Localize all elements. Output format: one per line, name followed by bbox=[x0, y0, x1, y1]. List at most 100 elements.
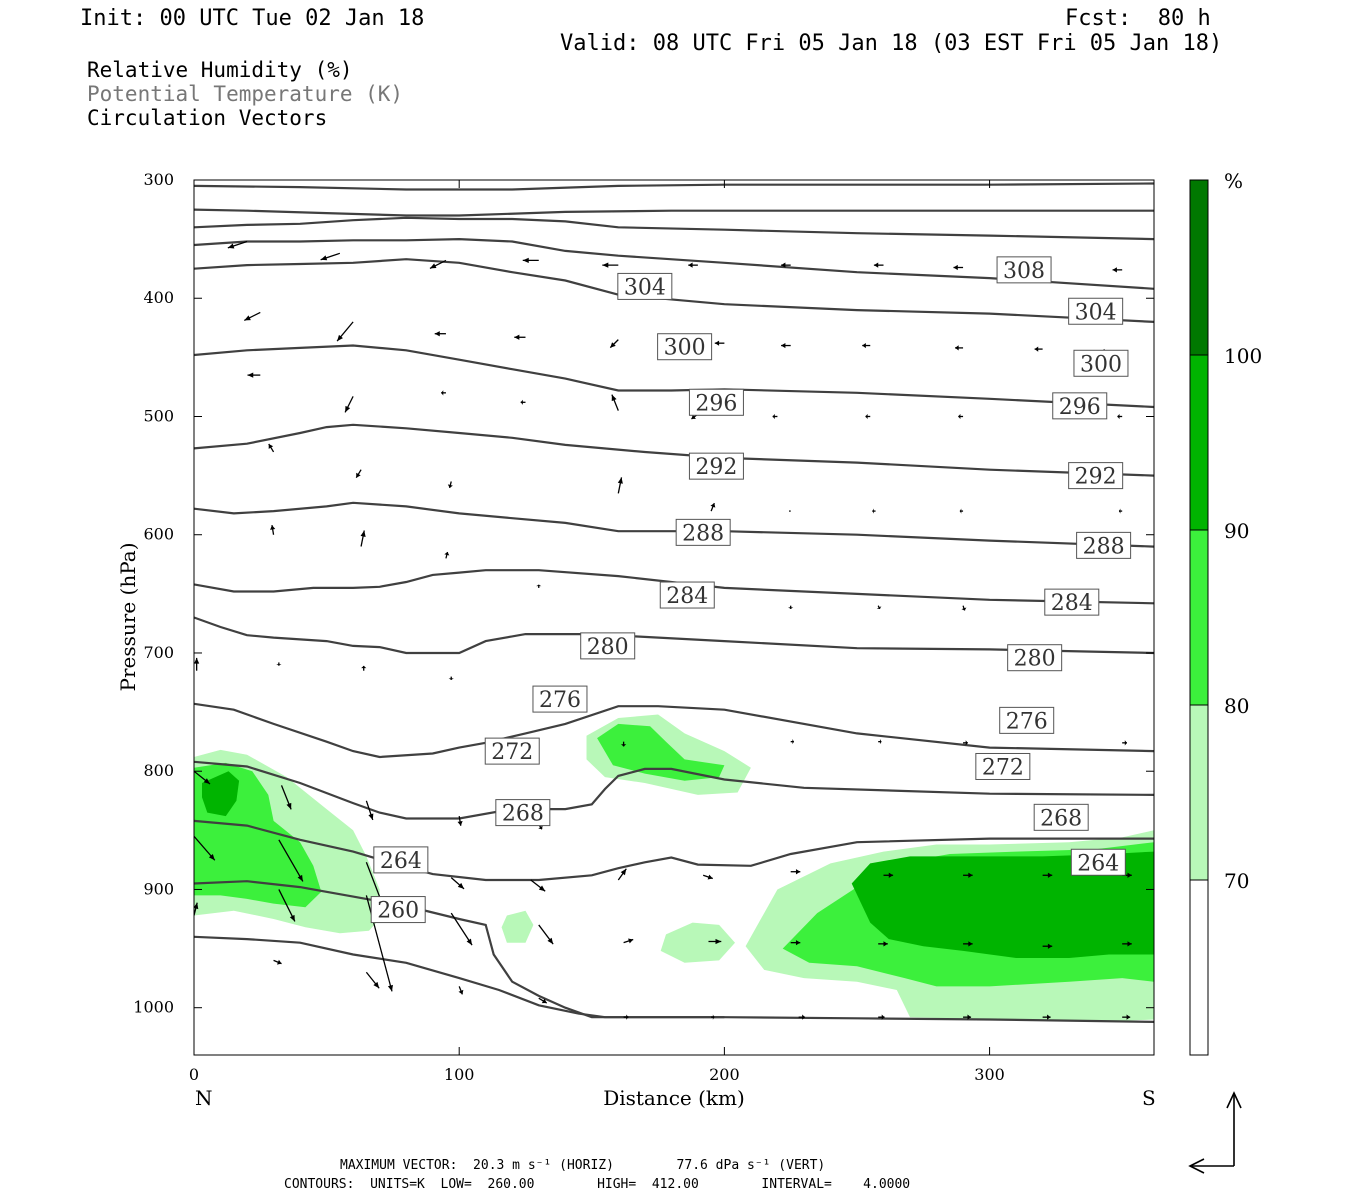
vector-arrow-40 bbox=[270, 525, 276, 535]
theta-label-296-6: 296 bbox=[1052, 392, 1108, 420]
y-tick-label-900: 900 bbox=[143, 879, 174, 898]
theta-contour-312 bbox=[194, 208, 1154, 217]
vector-arrow-57 bbox=[1122, 740, 1127, 746]
svg-text:292: 292 bbox=[695, 455, 737, 480]
vector-arrow-70 bbox=[790, 869, 801, 875]
theta-label-308-0: 308 bbox=[996, 256, 1052, 284]
legend-potential-temperature: Potential Temperature (K) bbox=[87, 82, 404, 106]
footer-contours: CONTOURS: UNITS=K LOW= 260.00 HIGH= 412.… bbox=[284, 1177, 911, 1192]
vector-arrow-7 bbox=[873, 262, 884, 268]
vector-arrow-32 bbox=[355, 469, 362, 479]
vector-arrow-31 bbox=[268, 443, 275, 453]
theta-label-264-21: 264 bbox=[373, 846, 429, 874]
vector-arrow-56 bbox=[963, 740, 968, 746]
y-tick-label-600: 600 bbox=[143, 525, 174, 544]
vector-arrow-38 bbox=[959, 508, 964, 514]
vector-arrow-77 bbox=[365, 895, 393, 992]
vector-arrow-23 bbox=[441, 390, 446, 396]
vector-arrow-19 bbox=[1034, 346, 1043, 352]
vector-arrow-21 bbox=[247, 372, 261, 378]
vector-arrow-50 bbox=[361, 665, 367, 671]
vector-arrow-97 bbox=[1122, 1014, 1131, 1020]
theta-label-292-7: 292 bbox=[688, 452, 744, 480]
vector-arrow-80 bbox=[623, 938, 634, 944]
vector-arrow-33 bbox=[447, 481, 453, 489]
vector-arrow-71 bbox=[883, 872, 894, 878]
theta-label-260-23: 260 bbox=[370, 896, 426, 924]
vector-arrow-46 bbox=[876, 605, 882, 610]
plot-frame bbox=[193, 179, 1155, 1056]
rh-region-80-4 bbox=[597, 723, 725, 781]
theta-label-284-12: 284 bbox=[1044, 588, 1100, 616]
vector-arrow-81 bbox=[708, 938, 722, 945]
vector-arrow-84 bbox=[963, 941, 973, 947]
theta-contour-304 bbox=[194, 237, 1154, 290]
theta-label-292-8: 292 bbox=[1068, 462, 1124, 490]
svg-text:280: 280 bbox=[587, 635, 629, 660]
vector-arrow-27 bbox=[772, 413, 778, 420]
theta-label-280-13: 280 bbox=[580, 632, 636, 660]
vector-arrow-51 bbox=[448, 676, 454, 680]
x-tick-label-300: 300 bbox=[974, 1065, 1005, 1084]
vector-arrow-72 bbox=[963, 872, 973, 878]
vector-arrow-13 bbox=[514, 334, 526, 340]
x-tick-label-200: 200 bbox=[709, 1065, 740, 1084]
theta-label-288-10: 288 bbox=[1076, 531, 1132, 559]
svg-text:276: 276 bbox=[539, 688, 581, 713]
theta-contour-280 bbox=[194, 616, 1154, 655]
vector-arrow-61 bbox=[457, 816, 463, 826]
vector-arrow-2 bbox=[429, 259, 447, 269]
colorbar-label-70: 70 bbox=[1224, 869, 1249, 893]
colorbar-label-100: 100 bbox=[1224, 344, 1262, 368]
y-tick-label-700: 700 bbox=[143, 643, 174, 662]
vector-arrow-90 bbox=[538, 997, 548, 1004]
vector-arrow-45 bbox=[788, 605, 794, 609]
theta-contour-316 bbox=[194, 182, 1154, 191]
vector-arrow-55 bbox=[878, 739, 882, 745]
vector-arrow-60 bbox=[365, 800, 374, 821]
svg-text:308: 308 bbox=[1003, 259, 1045, 284]
vector-arrow-6 bbox=[781, 262, 791, 268]
colorbar-band-1 bbox=[1189, 704, 1209, 881]
svg-text:264: 264 bbox=[1077, 851, 1119, 876]
svg-text:272: 272 bbox=[982, 755, 1024, 780]
vector-arrow-15 bbox=[714, 340, 725, 346]
vector-arrow-63 bbox=[194, 835, 216, 861]
svg-text:300: 300 bbox=[664, 336, 706, 361]
vector-arrow-78 bbox=[450, 912, 473, 946]
theta-contour-264 bbox=[194, 880, 725, 1019]
rh-region-90-9 bbox=[851, 851, 1154, 958]
vector-arrow-73 bbox=[1042, 872, 1053, 878]
svg-text:264: 264 bbox=[380, 849, 422, 874]
theta-label-276-15: 276 bbox=[532, 685, 588, 713]
contour-labels: 308 304 304 300 300 296 296 292 292 288 288 284 284 2… bbox=[370, 256, 1132, 924]
y-tick-label-500: 500 bbox=[143, 406, 174, 425]
init-time: Init: 00 UTC Tue 02 Jan 18 bbox=[80, 6, 425, 31]
svg-text:288: 288 bbox=[1083, 534, 1125, 559]
axes: 300 400 500 600 700 800 900 1000 0 100 200 300 bbox=[133, 170, 1154, 1084]
vector-arrow-83 bbox=[878, 941, 888, 947]
svg-text:284: 284 bbox=[1051, 591, 1093, 616]
theta-label-300-3: 300 bbox=[657, 333, 713, 361]
vector-arrow-1 bbox=[320, 252, 341, 261]
vector-arrow-79 bbox=[538, 924, 554, 945]
vector-arrow-92 bbox=[711, 1014, 715, 1020]
vector-arrow-3 bbox=[522, 257, 539, 264]
theta-contour-292 bbox=[194, 423, 1154, 477]
theta-contour-284 bbox=[194, 569, 1154, 605]
svg-text:296: 296 bbox=[1059, 395, 1101, 420]
theta-label-284-11: 284 bbox=[659, 581, 715, 609]
vector-arrow-25 bbox=[611, 394, 619, 411]
theta-label-272-17: 272 bbox=[484, 737, 540, 765]
svg-text:288: 288 bbox=[682, 521, 724, 546]
vector-arrow-11 bbox=[336, 321, 354, 342]
rh-region-70-5 bbox=[501, 910, 534, 943]
colorbar-band-2 bbox=[1189, 529, 1209, 706]
svg-text:304: 304 bbox=[1075, 300, 1117, 325]
vector-arrow-68 bbox=[617, 868, 627, 881]
y-tick-label-800: 800 bbox=[143, 761, 174, 780]
vector-arrow-9 bbox=[1112, 267, 1123, 273]
theta-contour-308 bbox=[194, 216, 1154, 241]
theta-contour-296 bbox=[194, 344, 1154, 409]
